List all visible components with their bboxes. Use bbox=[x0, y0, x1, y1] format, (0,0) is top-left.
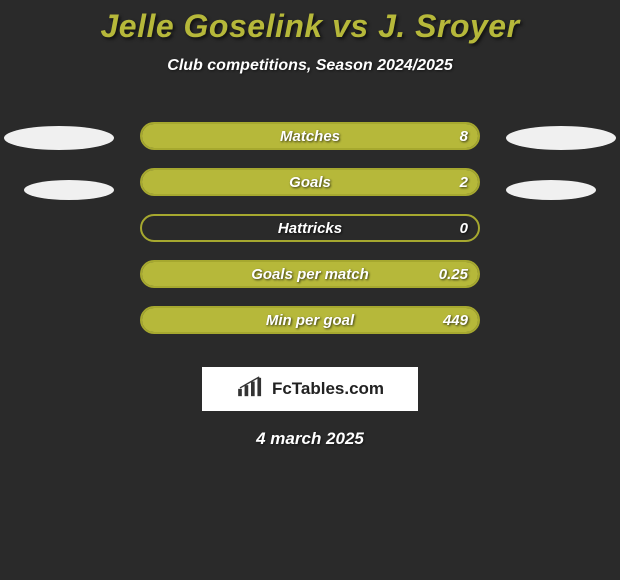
stat-value: 2 bbox=[460, 174, 468, 191]
stat-row: Goals 2 bbox=[0, 159, 620, 205]
stat-label: Matches bbox=[280, 128, 340, 145]
stat-row: Matches 8 bbox=[0, 113, 620, 159]
stat-value: 0.25 bbox=[439, 266, 468, 283]
stat-value: 0 bbox=[460, 220, 468, 237]
stat-value: 449 bbox=[443, 312, 468, 329]
page-title: Jelle Goselink vs J. Sroyer bbox=[0, 0, 620, 45]
fctables-badge[interactable]: FcTables.com bbox=[202, 367, 418, 411]
stat-label: Min per goal bbox=[266, 312, 354, 329]
date-label: 4 march 2025 bbox=[0, 429, 620, 449]
stat-row: Goals per match 0.25 bbox=[0, 251, 620, 297]
stats-chart: Matches 8 Goals 2 Hattricks 0 Goals per match 0… bbox=[0, 113, 620, 343]
stat-row: Min per goal 449 bbox=[0, 297, 620, 343]
stat-row: Hattricks 0 bbox=[0, 205, 620, 251]
chart-icon bbox=[236, 376, 266, 403]
stat-label: Goals per match bbox=[251, 266, 369, 283]
stat-value: 8 bbox=[460, 128, 468, 145]
stat-label: Goals bbox=[289, 174, 331, 191]
subtitle: Club competitions, Season 2024/2025 bbox=[0, 57, 620, 75]
stat-label: Hattricks bbox=[278, 220, 342, 237]
badge-text: FcTables.com bbox=[272, 379, 384, 399]
